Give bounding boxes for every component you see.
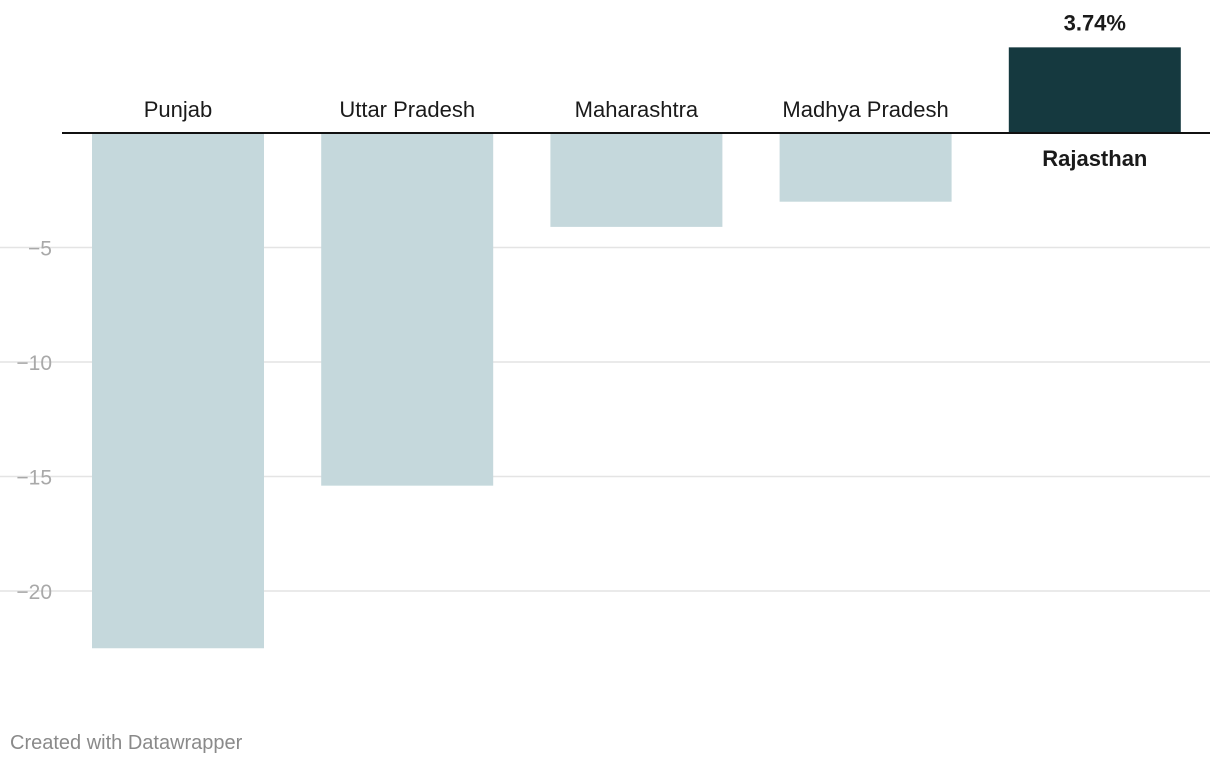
bar-rajasthan[interactable] xyxy=(1008,47,1181,133)
y-tick-label: −20 xyxy=(16,581,52,604)
credit-text[interactable]: Created with Datawrapper xyxy=(10,732,243,754)
category-labels: Punjab Uttar Pradesh Maharashtra Madhya Pra… xyxy=(144,10,1148,171)
bar-madhya-pradesh[interactable] xyxy=(779,133,952,202)
y-tick-label: −5 xyxy=(28,238,52,261)
category-label: Rajasthan xyxy=(1042,146,1147,171)
y-tick-label: −15 xyxy=(16,467,52,490)
category-label: Uttar Pradesh xyxy=(339,97,475,122)
bar-maharashtra[interactable] xyxy=(550,133,723,227)
bar-chart: −5 −10 −15 −20 Punjab Uttar Pradesh Maharasht… xyxy=(0,10,1210,649)
category-label: Punjab xyxy=(144,97,213,122)
bar-uttar-pradesh[interactable] xyxy=(321,133,494,486)
bars xyxy=(92,47,1181,649)
y-axis: −5 −10 −15 −20 xyxy=(16,238,52,605)
value-label: 3.74% xyxy=(1064,10,1126,35)
y-tick-label: −10 xyxy=(16,352,52,375)
bar-punjab[interactable] xyxy=(92,133,264,649)
category-label: Madhya Pradesh xyxy=(782,97,948,122)
category-label: Maharashtra xyxy=(575,97,699,122)
